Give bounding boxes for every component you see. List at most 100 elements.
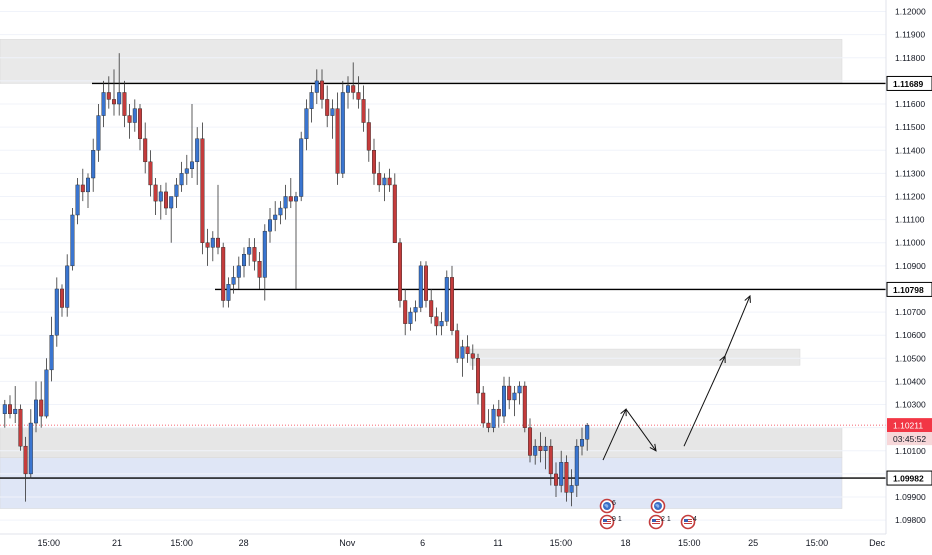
us-flag-event-icon[interactable]: 2 1: [648, 514, 671, 530]
candle-down: [392, 184, 397, 243]
candle-up: [117, 92, 122, 105]
us-flag-event-icon[interactable]: 9 1: [599, 514, 622, 530]
candle-up: [460, 346, 465, 359]
candle-up: [330, 108, 335, 116]
time-tick-label: 21: [112, 538, 122, 548]
price-tick-label: 1.10900: [895, 261, 926, 271]
level-price-text: 1.09982: [893, 474, 924, 484]
price-tick-label: 1.11600: [895, 99, 925, 109]
candle-down: [122, 92, 127, 116]
candle-down: [137, 108, 142, 139]
candle-up: [158, 191, 163, 202]
candle-down: [60, 288, 65, 308]
zone-box: [0, 39, 843, 84]
candle-down: [450, 277, 455, 331]
time-tick-label: 28: [239, 538, 249, 548]
projection-segment: [683, 355, 726, 447]
price-tick-label: 1.10700: [895, 307, 926, 317]
candle-up: [2, 404, 7, 414]
candle-down: [486, 422, 491, 428]
candle-down: [366, 122, 371, 151]
projection-segment: [602, 408, 627, 461]
price-tick-label: 1.10600: [895, 330, 926, 340]
badge-count: 6: [612, 500, 616, 507]
candle-down: [429, 300, 434, 317]
time-tick-label: Dec: [869, 538, 886, 548]
candle-up: [189, 161, 194, 169]
projection-segment: [724, 295, 751, 357]
level-price-tag: [886, 75, 932, 91]
candle-up: [132, 108, 137, 123]
candle-up: [273, 214, 278, 220]
price-tick-label: 1.09900: [895, 492, 926, 502]
candle-down: [372, 150, 377, 174]
candle-up: [413, 307, 418, 313]
candle-down: [257, 261, 262, 278]
current-price-text: 1.10211: [893, 421, 923, 431]
globe-event-icon[interactable]: 6: [599, 498, 617, 514]
candle-up: [444, 277, 449, 322]
time-tick-label: 11: [493, 538, 502, 548]
flag-canton: [603, 519, 607, 522]
candle-up: [70, 214, 75, 267]
level-price-text: 1.10798: [893, 285, 924, 295]
candle-down: [398, 242, 403, 301]
candle-down: [476, 358, 481, 394]
us-flag-event-icon[interactable]: 4: [680, 514, 698, 530]
price-tick-label: 1.10300: [895, 400, 926, 410]
candle-up: [340, 92, 345, 174]
price-tick-label: 1.10100: [895, 446, 926, 456]
candle-down: [153, 184, 158, 202]
candle-down: [387, 177, 392, 186]
time-axis-panel[interactable]: [0, 534, 886, 550]
candle-up: [408, 311, 413, 324]
candle-down: [403, 300, 408, 324]
candle-up: [268, 219, 273, 232]
price-tick-label: 1.11800: [895, 53, 925, 63]
candle-up: [34, 399, 39, 424]
globe-land: [604, 504, 609, 508]
candle-up: [574, 445, 579, 486]
candle-down: [351, 85, 356, 93]
candle-down: [288, 196, 293, 202]
candle-down: [252, 247, 257, 262]
candle-up: [236, 265, 241, 278]
candle-up: [283, 196, 288, 209]
candle-down: [325, 99, 330, 116]
candle-down: [554, 473, 559, 486]
time-axis-ticks: 15:00 21 15:00 28 Nov 6 11 15:00 18 15:00 25 15:00 D…: [37, 538, 885, 548]
level-price-tag: [886, 470, 932, 486]
time-tick-label: Nov: [339, 538, 356, 548]
time-tick-label: 15:00: [550, 538, 573, 548]
candle-down: [127, 115, 132, 123]
candle-down: [481, 392, 486, 424]
candle-up: [210, 237, 215, 248]
globe-event-icon[interactable]: [650, 498, 666, 514]
candle-up: [247, 247, 252, 255]
candle-up: [580, 439, 585, 447]
time-tick-label: 15:00: [806, 538, 829, 548]
candle-down: [528, 427, 533, 456]
candle-down: [39, 399, 44, 417]
candle-down: [7, 404, 12, 414]
price-tick-label: 1.10400: [895, 376, 926, 386]
candle-down: [205, 242, 210, 248]
candle-up: [418, 265, 423, 308]
candle-up: [44, 369, 49, 417]
candle-up: [309, 92, 314, 109]
candle-down: [221, 247, 226, 301]
candle-up: [569, 485, 574, 493]
candle-down: [465, 346, 470, 354]
flag-stripe: [652, 523, 660, 524]
current-price-tag: [887, 418, 932, 433]
candle-up: [543, 445, 548, 451]
price-tick-label: 1.11200: [895, 191, 925, 201]
arrow-head: [744, 294, 751, 303]
candle-up: [85, 177, 90, 193]
price-tick-label: 1.09800: [895, 515, 926, 525]
price-labels: 1.11689 1.10798 1.09982 1.10211 03:45:52: [886, 75, 932, 486]
badge-count: 9 1: [612, 516, 622, 523]
